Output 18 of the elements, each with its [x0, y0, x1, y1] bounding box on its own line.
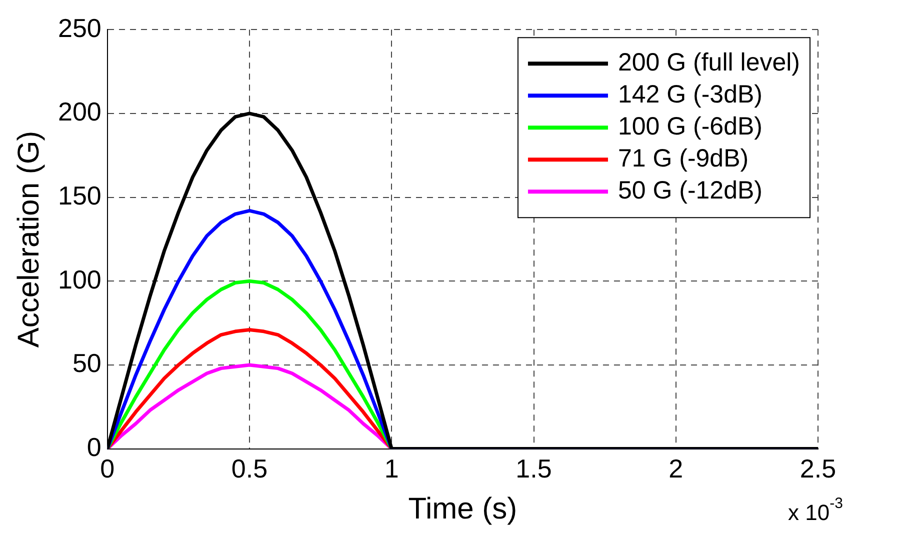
y-tick-label: 150 — [58, 180, 102, 210]
x-tick-label: 0.5 — [231, 454, 268, 484]
x-tick-label: 1.5 — [516, 454, 552, 484]
y-tick-label: 0 — [86, 432, 102, 462]
legend-label: 200 G (full level) — [618, 48, 800, 76]
y-tick-label: 200 — [58, 96, 102, 127]
legend-label: 71 G (-9dB) — [618, 144, 749, 172]
x-tick-label: 2.5 — [800, 454, 836, 484]
legend-label: 50 G (-12dB) — [618, 176, 762, 204]
y-tick-label: 250 — [58, 12, 102, 43]
legend-label: 142 G (-3dB) — [618, 80, 762, 108]
y-tick-label: 100 — [58, 264, 102, 294]
y-axis-title: Acceleration (G) — [12, 130, 46, 348]
y-tick-label: 50 — [72, 348, 102, 378]
x-tick-label: 2 — [668, 454, 684, 484]
x-tick-label: 1 — [384, 454, 399, 484]
x-axis-title: Time (s) — [408, 492, 518, 526]
legend-label: 100 G (-6dB) — [618, 112, 762, 140]
